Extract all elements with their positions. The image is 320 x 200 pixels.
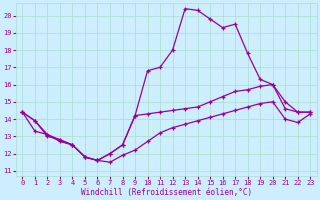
X-axis label: Windchill (Refroidissement éolien,°C): Windchill (Refroidissement éolien,°C): [81, 188, 252, 197]
